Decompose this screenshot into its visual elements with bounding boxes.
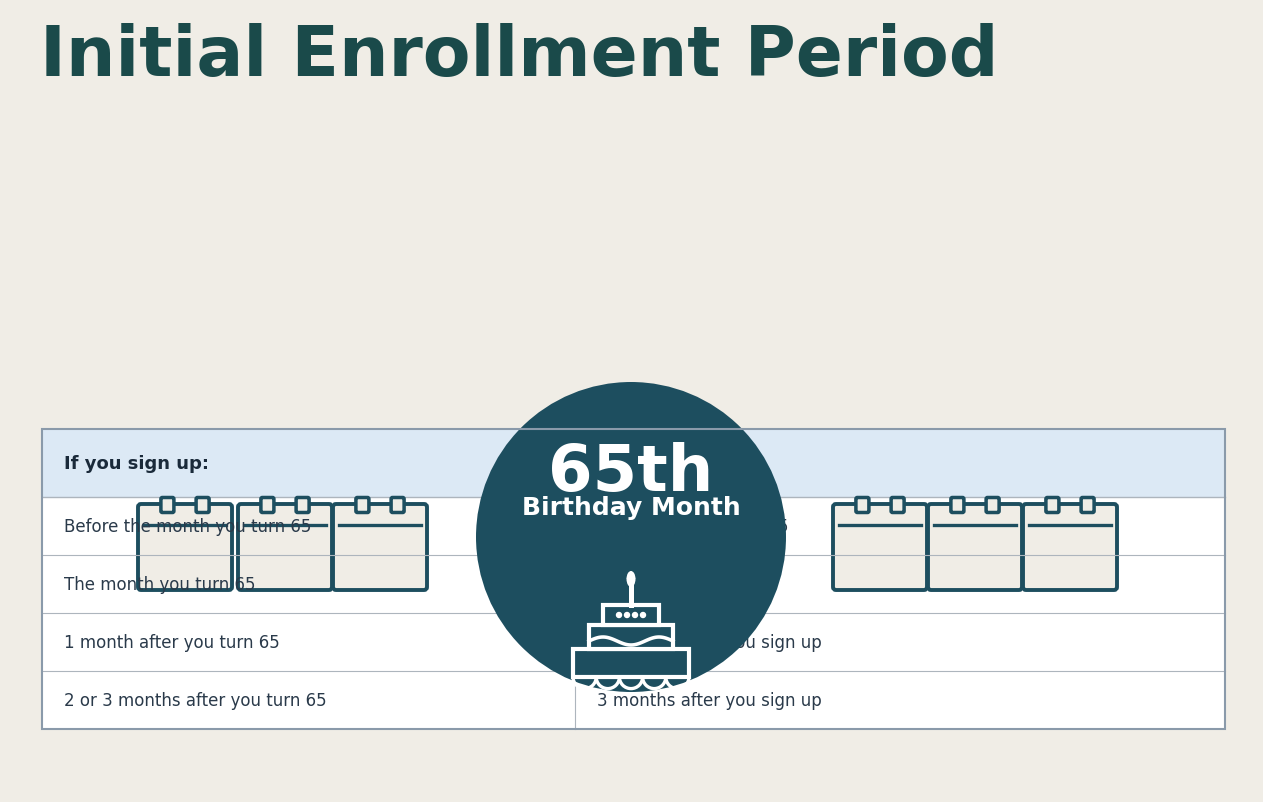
Text: Before the month you turn 65: Before the month you turn 65 [64, 517, 312, 535]
Circle shape [476, 383, 786, 692]
FancyBboxPatch shape [392, 498, 404, 512]
Text: 3 months: 3 months [894, 432, 1056, 461]
Text: 3 months after you sign up: 3 months after you sign up [597, 691, 822, 709]
FancyBboxPatch shape [296, 498, 309, 512]
FancyBboxPatch shape [1046, 498, 1058, 512]
FancyBboxPatch shape [856, 498, 869, 512]
Circle shape [640, 613, 645, 618]
FancyBboxPatch shape [160, 498, 174, 512]
FancyBboxPatch shape [602, 606, 659, 626]
FancyBboxPatch shape [951, 498, 964, 512]
Text: 1 month after you turn 65: 1 month after you turn 65 [64, 634, 279, 651]
FancyBboxPatch shape [1081, 498, 1094, 512]
Text: The next month: The next month [597, 575, 729, 593]
Text: Birthday Month: Birthday Month [522, 496, 740, 520]
Circle shape [624, 613, 629, 618]
Ellipse shape [626, 571, 635, 587]
FancyBboxPatch shape [333, 504, 427, 590]
FancyBboxPatch shape [42, 429, 1225, 729]
Text: 2 months after you sign up: 2 months after you sign up [597, 634, 822, 651]
Text: Initial Enrollment Period: Initial Enrollment Period [40, 23, 999, 90]
FancyBboxPatch shape [928, 504, 1022, 590]
Circle shape [633, 613, 638, 618]
FancyBboxPatch shape [834, 504, 927, 590]
Text: 2 or 3 months after you turn 65: 2 or 3 months after you turn 65 [64, 691, 327, 709]
FancyBboxPatch shape [138, 504, 232, 590]
Text: The month you turn 65: The month you turn 65 [597, 517, 788, 535]
FancyBboxPatch shape [892, 498, 904, 512]
Circle shape [616, 613, 621, 618]
FancyBboxPatch shape [356, 498, 369, 512]
FancyBboxPatch shape [261, 498, 274, 512]
FancyBboxPatch shape [196, 498, 210, 512]
Text: 3 months: 3 months [202, 432, 362, 461]
FancyBboxPatch shape [589, 626, 673, 649]
Text: Coverage starts:: Coverage starts: [597, 455, 765, 472]
Text: If you sign up:: If you sign up: [64, 455, 208, 472]
FancyBboxPatch shape [1023, 504, 1116, 590]
FancyBboxPatch shape [573, 649, 690, 677]
Text: 65th: 65th [548, 441, 714, 504]
FancyBboxPatch shape [986, 498, 999, 512]
FancyBboxPatch shape [42, 429, 1225, 497]
PathPatch shape [626, 571, 635, 579]
FancyBboxPatch shape [237, 504, 332, 590]
Text: The month you turn 65: The month you turn 65 [64, 575, 255, 593]
